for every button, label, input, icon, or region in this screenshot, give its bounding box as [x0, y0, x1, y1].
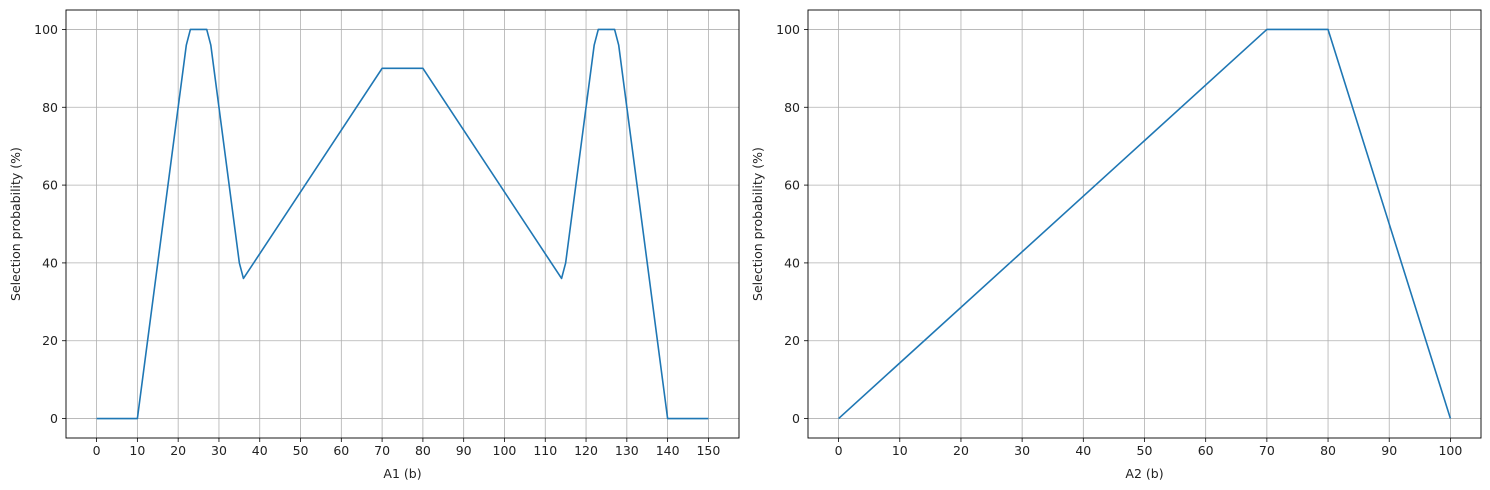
x-tick-label: 60: [333, 443, 349, 458]
x-tick-label: 140: [656, 443, 680, 458]
x-tick-label: 70: [374, 443, 390, 458]
y-tick-label: 80: [42, 100, 58, 115]
y-tick-label: 100: [776, 22, 800, 37]
x-tick-label: 110: [533, 443, 557, 458]
x-tick-label: 30: [211, 443, 227, 458]
x-tick-label: 20: [170, 443, 186, 458]
y-tick-label: 60: [784, 178, 800, 193]
axes-frame: [65, 9, 740, 439]
x-tick-label: 30: [1014, 443, 1030, 458]
x-tick-label: 80: [415, 443, 431, 458]
x-tick-label: 70: [1259, 443, 1275, 458]
x-axis-label: A1 (b): [383, 466, 421, 481]
y-tick-label: 60: [42, 178, 58, 193]
x-tick-label: 100: [493, 443, 517, 458]
x-tick-label: 0: [835, 443, 843, 458]
x-tick-label: 50: [293, 443, 309, 458]
x-tick-label: 80: [1320, 443, 1336, 458]
y-tick-label: 20: [784, 333, 800, 348]
x-tick-label: 90: [456, 443, 472, 458]
x-tick-label: 20: [953, 443, 969, 458]
x-tick-label: 130: [615, 443, 639, 458]
y-tick-label: 0: [50, 411, 58, 426]
y-axis-label: Selection probability (%): [8, 147, 23, 301]
x-tick-label: 100: [1438, 443, 1462, 458]
chart-panel-a2: 0 10 20 30 40 50 60 70 80 90 100 0 20 40 60 80 100 A2 (b)…: [750, 9, 1482, 481]
series-line: [838, 28, 1452, 420]
y-tick-label: 100: [34, 22, 58, 37]
x-tick-label: 150: [696, 443, 720, 458]
chart-panel-a1: 0 10 20 30 40 50 60 70 80 90 100 110 120 130 140 150 0 20…: [8, 9, 740, 481]
x-tick-label: 10: [892, 443, 908, 458]
y-axis-label: Selection probability (%): [750, 147, 765, 301]
x-tick-label: 40: [1075, 443, 1091, 458]
y-tick-label: 40: [42, 255, 58, 270]
y-tick-label: 40: [784, 255, 800, 270]
y-tick-label: 80: [784, 100, 800, 115]
x-tick-label: 0: [93, 443, 101, 458]
y-tick-label: 20: [42, 333, 58, 348]
x-tick-label: 120: [574, 443, 598, 458]
x-tick-label: 10: [129, 443, 145, 458]
series-line: [96, 28, 709, 420]
y-tick-label: 0: [792, 411, 800, 426]
x-tick-label: 50: [1137, 443, 1153, 458]
x-axis-label: A2 (b): [1125, 466, 1163, 481]
x-tick-label: 60: [1198, 443, 1214, 458]
x-tick-label: 90: [1381, 443, 1397, 458]
x-tick-label: 40: [252, 443, 268, 458]
